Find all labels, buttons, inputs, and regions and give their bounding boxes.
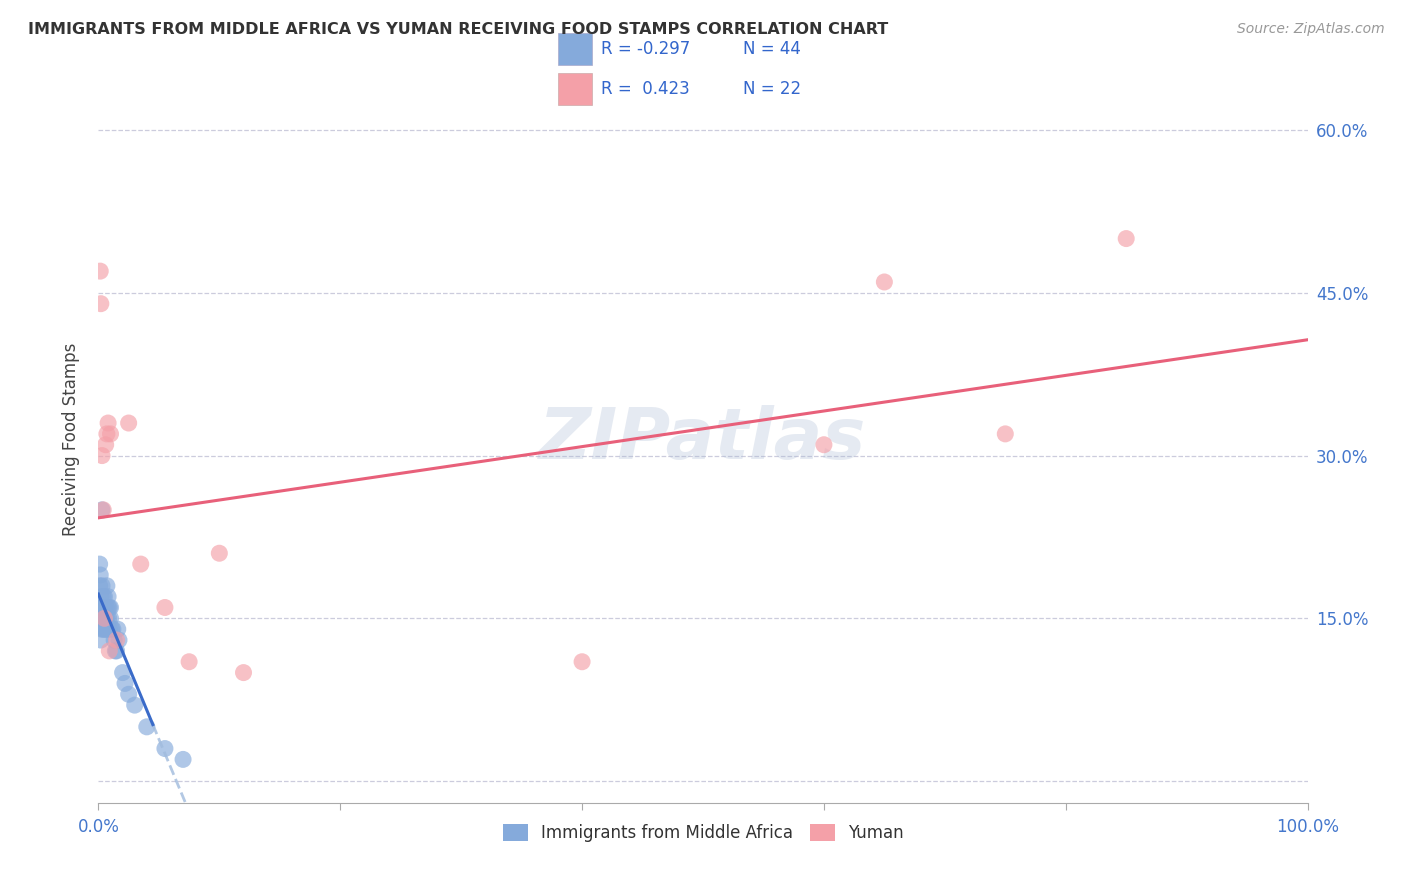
Point bbox=[91, 590, 114, 604]
Point bbox=[96, 579, 118, 593]
Point bbox=[135, 720, 157, 734]
Point bbox=[208, 546, 231, 560]
Point bbox=[124, 698, 146, 713]
Point bbox=[232, 665, 254, 680]
Point bbox=[100, 600, 122, 615]
Point bbox=[91, 503, 114, 517]
Point bbox=[89, 568, 111, 582]
Point bbox=[96, 600, 118, 615]
Text: N = 22: N = 22 bbox=[742, 80, 801, 98]
Point bbox=[93, 590, 115, 604]
Point bbox=[97, 590, 120, 604]
Point bbox=[129, 557, 152, 571]
Point bbox=[97, 611, 120, 625]
Point bbox=[100, 426, 122, 441]
Point bbox=[96, 622, 118, 636]
Point bbox=[90, 296, 112, 310]
Point bbox=[571, 655, 593, 669]
Point bbox=[94, 438, 117, 452]
Point bbox=[97, 416, 120, 430]
Text: ZIPatlas: ZIPatlas bbox=[540, 405, 866, 474]
Point bbox=[93, 622, 115, 636]
Point bbox=[101, 622, 124, 636]
Point bbox=[94, 622, 117, 636]
Point bbox=[105, 633, 128, 648]
Point bbox=[114, 676, 136, 690]
Point bbox=[90, 600, 112, 615]
Point bbox=[172, 752, 194, 766]
Point bbox=[1115, 231, 1137, 245]
Point bbox=[107, 622, 129, 636]
Point bbox=[96, 426, 118, 441]
Point bbox=[90, 622, 112, 636]
Point bbox=[97, 600, 120, 615]
Point bbox=[93, 611, 115, 625]
Y-axis label: Receiving Food Stamps: Receiving Food Stamps bbox=[62, 343, 80, 536]
Point bbox=[91, 622, 114, 636]
Point bbox=[153, 600, 176, 615]
Point bbox=[89, 579, 111, 593]
Point bbox=[90, 590, 112, 604]
Text: IMMIGRANTS FROM MIDDLE AFRICA VS YUMAN RECEIVING FOOD STAMPS CORRELATION CHART: IMMIGRANTS FROM MIDDLE AFRICA VS YUMAN R… bbox=[28, 22, 889, 37]
Text: R = -0.297: R = -0.297 bbox=[600, 40, 690, 58]
Point bbox=[105, 644, 128, 658]
Point bbox=[179, 655, 201, 669]
Point bbox=[111, 665, 134, 680]
Point bbox=[94, 611, 117, 625]
Point bbox=[813, 438, 835, 452]
Point bbox=[873, 275, 896, 289]
Point bbox=[90, 633, 112, 648]
Bar bbox=[558, 33, 592, 65]
Point bbox=[91, 600, 114, 615]
Point bbox=[91, 503, 114, 517]
Bar bbox=[558, 73, 592, 105]
Point bbox=[98, 622, 121, 636]
Point bbox=[89, 264, 111, 278]
Point bbox=[153, 741, 176, 756]
Point bbox=[91, 449, 114, 463]
Point bbox=[118, 416, 141, 430]
Point bbox=[89, 557, 111, 571]
Point bbox=[93, 611, 115, 625]
Point bbox=[98, 600, 121, 615]
Point bbox=[103, 633, 125, 648]
Text: R =  0.423: R = 0.423 bbox=[600, 80, 689, 98]
Point bbox=[91, 579, 114, 593]
Point bbox=[96, 611, 118, 625]
Text: N = 44: N = 44 bbox=[742, 40, 800, 58]
Point bbox=[91, 611, 114, 625]
Point bbox=[100, 611, 122, 625]
Point bbox=[108, 633, 131, 648]
Legend: Immigrants from Middle Africa, Yuman: Immigrants from Middle Africa, Yuman bbox=[496, 817, 910, 849]
Point bbox=[118, 687, 141, 701]
Point bbox=[104, 644, 127, 658]
Point bbox=[994, 426, 1017, 441]
Text: Source: ZipAtlas.com: Source: ZipAtlas.com bbox=[1237, 22, 1385, 37]
Point bbox=[100, 622, 122, 636]
Point bbox=[93, 600, 115, 615]
Point bbox=[98, 644, 121, 658]
